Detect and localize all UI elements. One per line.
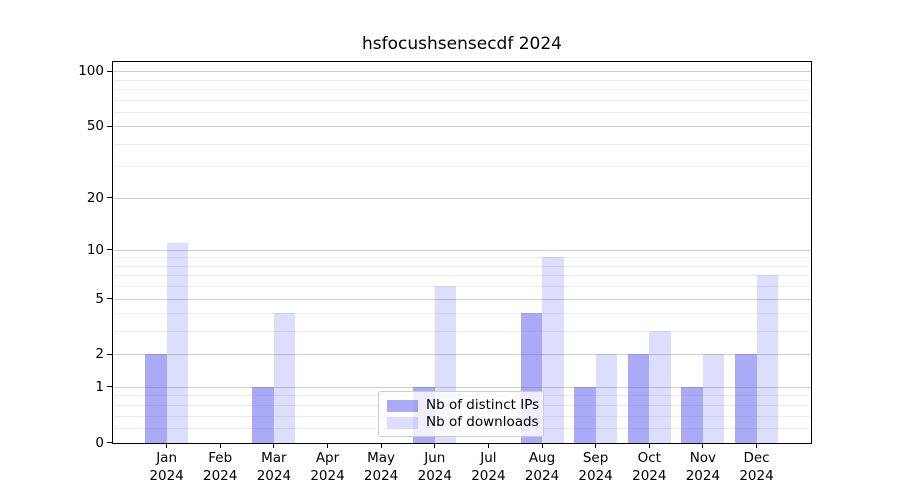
x-tick-label-aug: Aug 2024 xyxy=(524,450,560,484)
bar-nb-of-downloads-oct xyxy=(649,331,671,443)
x-tick-label-jul: Jul 2024 xyxy=(471,450,506,484)
gridline-minor-3 xyxy=(113,331,811,333)
legend-item-distinct-ips: Nb of distinct IPs xyxy=(387,397,539,414)
y-tick-mark-50 xyxy=(107,125,112,127)
x-tick-mark-nov xyxy=(702,444,704,448)
gridline-major-2 xyxy=(113,354,811,356)
x-tick-mark-feb xyxy=(219,444,221,448)
gridline-minor-4 xyxy=(113,313,811,315)
x-tick-mark-dec xyxy=(756,444,757,448)
bar-nb-of-downloads-nov xyxy=(702,354,725,443)
bar-nb-of-downloads-jan xyxy=(166,242,189,443)
y-tick-mark-10 xyxy=(107,249,112,251)
x-tick-label-sep: Sep 2024 xyxy=(578,450,613,484)
bar-nb-of-downloads-aug xyxy=(542,257,564,443)
legend-label-downloads: Nb of downloads xyxy=(426,414,539,430)
y-tick-mark-100 xyxy=(107,70,112,72)
gridline-major-1 xyxy=(113,386,811,388)
x-tick-mark-mar xyxy=(273,444,275,448)
x-tick-label-dec: Dec 2024 xyxy=(739,450,774,484)
gridline-major-50 xyxy=(113,126,811,128)
y-tick-label-5: 5 xyxy=(95,290,104,307)
x-tick-label-oct: Oct 2024 xyxy=(632,450,667,484)
gridline-major-5 xyxy=(113,298,811,300)
y-tick-mark-20 xyxy=(107,197,112,199)
bar-nb-of-distinct-ips-oct xyxy=(627,354,650,443)
legend-swatch-downloads-icon xyxy=(387,416,418,429)
gridline-minor-8 xyxy=(113,265,811,267)
bar-nb-of-distinct-ips-nov xyxy=(681,386,703,443)
gridline-minor-60 xyxy=(113,111,811,113)
bar-nb-of-distinct-ips-dec xyxy=(735,354,757,443)
y-tick-label-10: 10 xyxy=(86,241,104,258)
gridline-minor-40 xyxy=(113,143,811,145)
x-tick-mark-sep xyxy=(595,444,597,448)
gridline-minor-6 xyxy=(113,286,811,288)
gridline-major-100 xyxy=(113,71,811,73)
x-tick-mark-aug xyxy=(541,444,543,448)
x-tick-mark-apr xyxy=(327,444,328,448)
y-tick-label-2: 2 xyxy=(95,346,104,363)
y-tick-label-20: 20 xyxy=(86,189,104,206)
gridline-major-10 xyxy=(113,249,811,251)
gridline-minor-9 xyxy=(113,257,811,259)
bar-nb-of-downloads-sep xyxy=(595,354,618,443)
x-tick-label-apr: Apr 2024 xyxy=(310,450,345,484)
x-tick-mark-jun xyxy=(434,444,436,448)
legend-label-distinct-ips: Nb of distinct IPs xyxy=(426,397,540,413)
legend: Nb of distinct IPs Nb of downloads xyxy=(378,391,544,437)
gridline-minor-90 xyxy=(113,79,811,81)
y-tick-label-100: 100 xyxy=(78,63,104,80)
y-tick-mark-0 xyxy=(107,442,112,444)
legend-item-downloads: Nb of downloads xyxy=(387,414,539,431)
bar-nb-of-distinct-ips-mar xyxy=(252,386,274,443)
x-tick-mark-may xyxy=(380,444,382,448)
bar-nb-of-distinct-ips-jan xyxy=(145,354,167,443)
y-tick-mark-5 xyxy=(107,298,112,299)
x-tick-label-jan: Jan 2024 xyxy=(149,450,184,484)
x-tick-label-jun: Jun 2024 xyxy=(417,450,452,484)
gridline-minor-30 xyxy=(113,166,811,168)
x-tick-mark-jul xyxy=(487,444,489,448)
chart-title: hsfocushsensecdf 2024 xyxy=(362,34,562,54)
y-tick-label-1: 1 xyxy=(95,378,104,395)
gridline-minor-7 xyxy=(113,275,811,277)
plot-area xyxy=(112,61,812,444)
x-tick-label-feb: Feb 2024 xyxy=(203,450,238,484)
x-tick-label-nov: Nov 2024 xyxy=(685,450,721,484)
legend-swatch-distinct-ips-icon xyxy=(387,399,418,412)
y-tick-label-0: 0 xyxy=(95,434,104,451)
bar-nb-of-downloads-mar xyxy=(273,313,296,443)
gridline-major-20 xyxy=(113,197,811,199)
x-tick-label-may: May 2024 xyxy=(363,450,399,484)
gridline-minor-80 xyxy=(113,88,811,90)
y-tick-label-50: 50 xyxy=(86,118,104,135)
y-tick-mark-1 xyxy=(107,386,112,388)
x-tick-label-mar: Mar 2024 xyxy=(256,450,292,484)
y-tick-mark-2 xyxy=(107,353,112,355)
x-tick-mark-jan xyxy=(166,444,168,448)
gridline-minor-70 xyxy=(113,99,811,101)
x-tick-mark-oct xyxy=(648,444,650,448)
bar-nb-of-distinct-ips-sep xyxy=(574,386,596,443)
bar-nb-of-downloads-dec xyxy=(756,275,778,443)
